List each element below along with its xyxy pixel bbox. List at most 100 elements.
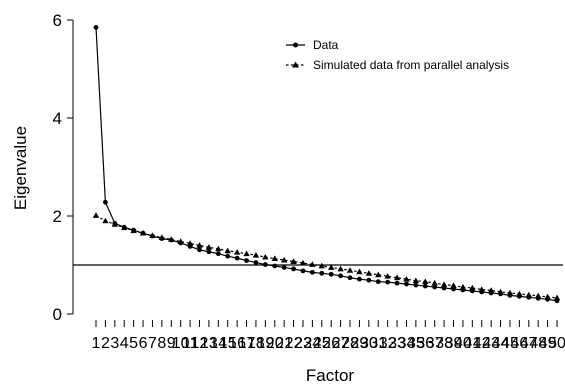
x-tick-label: 46: [510, 335, 528, 352]
data-point: [432, 284, 438, 290]
legend-item-simulated: Simulated data from parallel analysis: [286, 58, 509, 72]
simulated-point: [215, 245, 222, 252]
simulated-point: [450, 282, 457, 288]
series-group: [92, 24, 561, 304]
y-tick-label: 6: [53, 11, 62, 30]
x-tick-label: 3: [110, 335, 119, 352]
simulated-point: [487, 287, 495, 293]
data-point: [366, 277, 372, 283]
simulated-point: [224, 247, 231, 254]
simulated-point: [328, 264, 335, 270]
data-point: [357, 276, 362, 282]
x-tick-label: 14: [209, 335, 227, 352]
simulated-point: [186, 240, 194, 246]
simulated-point: [356, 268, 363, 275]
simulated-point: [478, 286, 485, 292]
data-point: [300, 268, 306, 274]
x-tick-label: 22: [285, 335, 303, 352]
simulated-point: [262, 253, 269, 260]
x-axis-label: Factor: [306, 366, 355, 385]
x-tick-label: 23: [294, 335, 312, 352]
legend-item-data: Data: [286, 38, 339, 52]
data-point: [328, 271, 334, 277]
simulated-point: [168, 236, 175, 242]
simulated-point: [393, 274, 401, 281]
simulated-point: [121, 224, 128, 231]
y-tick-label: 2: [53, 207, 62, 226]
x-tick-label: 26: [322, 335, 340, 352]
y-tick-label: 4: [53, 109, 62, 128]
x-tick-label: 34: [398, 335, 416, 352]
data-point: [272, 263, 278, 269]
simulated-point: [516, 290, 523, 297]
simulated-point: [440, 281, 448, 287]
x-axis: 1 2 3 4 5 6 7 8 91011121314151617181920212223242…: [92, 320, 565, 352]
x-tick-label: 8: [157, 335, 166, 352]
x-tick-label: 39: [445, 335, 463, 352]
y-tick-label: 0: [53, 305, 62, 324]
simulated-point: [243, 250, 250, 257]
x-tick-label: 12: [191, 335, 209, 352]
x-tick-label: 13: [200, 335, 218, 352]
data-point: [93, 24, 99, 30]
data-point: [103, 199, 108, 205]
data-point: [262, 262, 268, 267]
x-tick-label: 1: [92, 335, 101, 352]
data-point: [244, 258, 249, 263]
x-tick-label: 32: [379, 335, 397, 352]
y-axis-label: Eigenvalue: [11, 126, 30, 210]
simulated-point: [365, 270, 373, 276]
simulated-point: [271, 255, 278, 262]
x-tick-label: 19: [256, 335, 274, 352]
simulated-point: [403, 276, 410, 282]
x-tick-label: 17: [238, 335, 256, 352]
x-tick-label: 21: [275, 335, 293, 352]
x-tick-label: 18: [247, 335, 265, 352]
x-tick-label: 49: [539, 335, 557, 352]
x-tick-label: 15: [219, 335, 237, 352]
data-point: [281, 265, 287, 270]
simulated-point: [111, 221, 119, 227]
x-tick-label: 5: [129, 335, 138, 352]
x-tick-label: 27: [332, 335, 350, 352]
legend-label-data: Data: [313, 38, 339, 52]
data-point: [206, 249, 212, 255]
data-point: [394, 280, 400, 286]
data-point: [422, 283, 428, 289]
x-tick-label: 25: [313, 335, 331, 352]
data-point: [319, 270, 325, 276]
data-point: [385, 279, 391, 285]
simulated-point: [299, 259, 307, 266]
simulated-point: [553, 294, 561, 301]
x-tick-label: 47: [520, 335, 538, 352]
x-tick-label: 41: [463, 335, 481, 352]
x-tick-label: 50: [548, 335, 565, 352]
x-tick-label: 31: [369, 335, 387, 352]
legend-marker-data: [293, 42, 298, 48]
simulated-point: [309, 261, 316, 267]
simulated-point: [384, 273, 391, 279]
x-tick-label: 43: [482, 335, 500, 352]
data-point: [413, 282, 419, 288]
x-tick-label: 20: [266, 335, 284, 352]
data-point: [404, 281, 409, 287]
simulated-point: [422, 278, 429, 285]
simulated-point: [375, 271, 382, 278]
data-point: [253, 260, 259, 265]
simulated-point: [205, 244, 213, 250]
x-tick-label: 10: [172, 335, 190, 352]
simulated-point: [544, 293, 551, 300]
data-point: [215, 251, 221, 257]
simulated-point: [233, 249, 241, 255]
x-tick-label: 36: [416, 335, 434, 352]
x-tick-label: 2: [101, 335, 110, 352]
simulated-point: [177, 238, 184, 244]
simulated-point: [158, 234, 166, 240]
simulated-point: [149, 232, 156, 238]
simulated-point: [412, 277, 420, 284]
simulated-point: [318, 262, 325, 269]
legend: Data Simulated data from parallel analys…: [286, 38, 509, 72]
simulated-point: [459, 283, 467, 290]
data-point: [234, 255, 240, 261]
